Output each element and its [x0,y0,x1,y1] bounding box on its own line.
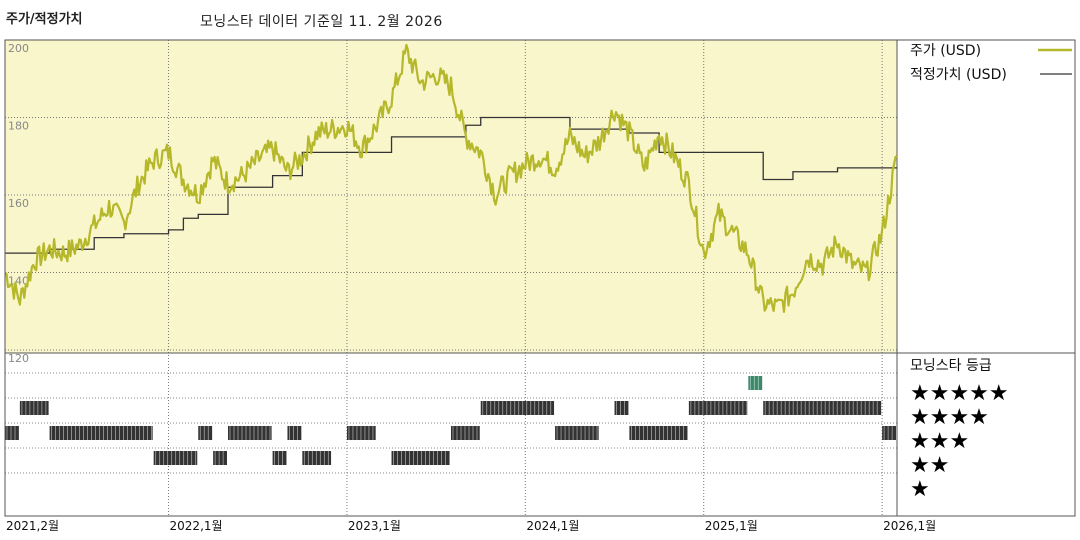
rating-legend-title: 모닝스타 등급 [910,358,992,374]
legend-fair-value-label: 적정가치 (USD) [910,67,1007,83]
x-axis: 2021,2월 2022,1월 2023,1월 2024,1월 2025,1월 2026,… [6,519,936,533]
x-tick-label: 2026,1월 [883,519,936,533]
rating-stars-label: ★ [910,477,930,502]
rating-bar [688,401,748,415]
x-tick-label: 2023,1월 [348,519,401,533]
rating-bar [391,451,450,465]
y-tick-label: 180 [8,120,29,133]
y-tick-label: 200 [8,42,29,55]
fair-value-line [5,116,897,254]
y-axis: 200 180 160 140 120 [8,42,29,365]
legend-price-label: 주가 (USD) [910,43,981,59]
x-tick-label: 2022,1월 [170,519,223,533]
rating-stars-label: ★★ [910,453,949,478]
rating-stars-label: ★★★ [910,429,969,454]
y-tick-label: 160 [8,197,29,210]
rating-bar [629,426,688,440]
rating-legend: 모닝스타 등급★★★★★★★★★★★★★★★ [910,358,1009,502]
x-tick-label: 2024,1월 [526,519,579,533]
chart-title: 주가/적정가치 [6,12,83,27]
chart-frame [4,39,1076,517]
x-tick-label: 2025,1월 [705,519,758,533]
y-tick-label: 140 [8,275,29,288]
chart-subtitle: 모닝스타 데이터 기준일 11. 2월 2026 [200,14,443,30]
price-line [4,43,898,313]
price-plot-background [5,40,897,353]
rating-bar [49,426,153,440]
x-tick-label: 2021,2월 [6,519,59,533]
rating-stars-label: ★★★★★ [910,381,1009,406]
rating-stars-label: ★★★★ [910,405,989,430]
price-series [4,43,898,313]
legend: 주가 (USD) 적정가치 (USD) [910,43,1072,83]
y-tick-label: 120 [8,352,29,365]
rating-bar [763,401,882,415]
rating-bars [5,376,896,465]
fair-value-series [5,116,897,254]
grid-lines [5,40,1075,516]
